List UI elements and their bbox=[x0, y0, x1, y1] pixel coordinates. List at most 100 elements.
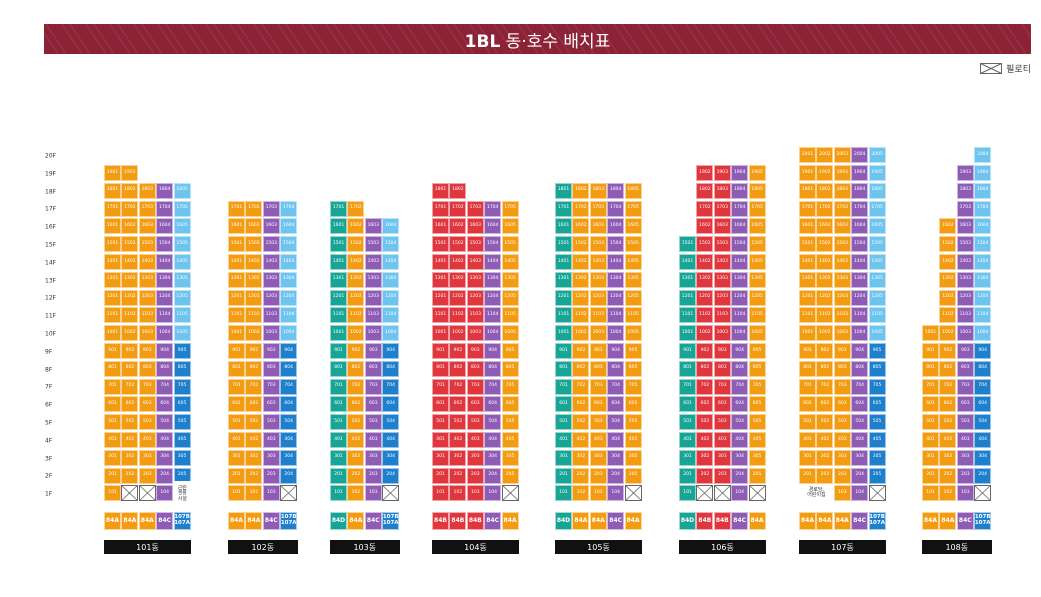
unit-cell: 702 bbox=[939, 378, 957, 395]
unit-cell: 905 bbox=[501, 342, 519, 359]
unit-cell: 202 bbox=[347, 467, 365, 484]
unit-cell: 502 bbox=[121, 414, 139, 431]
unit-cell: 1205 bbox=[501, 289, 519, 306]
legend: 필로티 bbox=[980, 62, 1031, 75]
unit-cell: 704 bbox=[731, 378, 749, 395]
unit-cell: 1503 bbox=[956, 236, 974, 253]
unit-cell: 1705 bbox=[748, 200, 766, 217]
unit-cell: 1002 bbox=[572, 325, 590, 342]
unit-cell: 1901 bbox=[799, 164, 816, 181]
unit-cell: 1001 bbox=[228, 325, 245, 342]
unit-cell: 304 bbox=[851, 449, 869, 466]
unit-cell: 1501 bbox=[228, 236, 245, 253]
unit-cell: 1302 bbox=[347, 271, 365, 288]
unit-cell: 1703 bbox=[466, 200, 484, 217]
unit-cell: 201 bbox=[228, 467, 245, 484]
unit-cell: 604 bbox=[974, 396, 992, 413]
unit-type-label: 84B bbox=[713, 512, 731, 530]
unit-type-label: 107B 107A bbox=[974, 512, 992, 530]
unit-cell: 902 bbox=[696, 342, 714, 359]
unit-cell: 703 bbox=[956, 378, 974, 395]
unit-cell: 304 bbox=[280, 449, 298, 466]
unit-type-label: 84A bbox=[228, 512, 245, 530]
unit-cell: 803 bbox=[956, 360, 974, 377]
unit-type-label: 84C bbox=[262, 512, 280, 530]
unit-cell: 1701 bbox=[799, 200, 816, 217]
unit-cell: 502 bbox=[816, 414, 834, 431]
unit-cell: 501 bbox=[104, 414, 121, 431]
unit-cell: 505 bbox=[173, 414, 191, 431]
unit-type-label: 84C bbox=[851, 512, 869, 530]
unit-cell: 1404 bbox=[607, 253, 625, 270]
unit-cell: 1505 bbox=[748, 236, 766, 253]
unit-cell: 805 bbox=[624, 360, 642, 377]
unit-cell: 203 bbox=[466, 467, 484, 484]
unit-cell: 702 bbox=[121, 378, 139, 395]
unit-cell: 1103 bbox=[713, 307, 731, 324]
unit-cell: 1904 bbox=[974, 164, 992, 181]
piloti-cell bbox=[713, 485, 731, 502]
unit-cell: 1003 bbox=[956, 325, 974, 342]
unit-cell: 1302 bbox=[696, 271, 714, 288]
unit-cell: 505 bbox=[624, 414, 642, 431]
unit-cell: 704 bbox=[156, 378, 174, 395]
unit-cell: 904 bbox=[156, 342, 174, 359]
unit-cell: 101 bbox=[104, 485, 121, 502]
unit-cell: 1105 bbox=[501, 307, 519, 324]
unit-type-label: 84A bbox=[799, 512, 816, 530]
piloti-cell bbox=[696, 485, 714, 502]
unit-cell: 505 bbox=[868, 414, 886, 431]
floor-label: 2F bbox=[45, 472, 53, 480]
unit-cell: 1002 bbox=[121, 325, 139, 342]
unit-cell: 1302 bbox=[121, 271, 139, 288]
unit-type-label: 84B bbox=[466, 512, 484, 530]
unit-cell: 1602 bbox=[449, 218, 467, 235]
unit-cell: 1703 bbox=[589, 200, 607, 217]
unit-cell: 1703 bbox=[833, 200, 851, 217]
unit-cell: 405 bbox=[624, 431, 642, 448]
unit-cell: 801 bbox=[799, 360, 816, 377]
unit-cell: 202 bbox=[939, 467, 957, 484]
unit-cell: 205 bbox=[501, 467, 519, 484]
unit-cell: 1305 bbox=[173, 271, 191, 288]
unit-cell: 1105 bbox=[868, 307, 886, 324]
unit-cell: 1604 bbox=[484, 218, 502, 235]
unit-cell: 1302 bbox=[245, 271, 263, 288]
unit-cell: 1401 bbox=[330, 253, 347, 270]
unit-cell: 603 bbox=[138, 396, 156, 413]
unit-cell: 304 bbox=[382, 449, 400, 466]
unit-cell: 901 bbox=[679, 342, 696, 359]
unit-cell: 301 bbox=[228, 449, 245, 466]
title-banner: 1BL 동·호수 배치표 bbox=[44, 24, 1031, 54]
unit-cell: 1003 bbox=[466, 325, 484, 342]
unit-cell: 1301 bbox=[679, 271, 696, 288]
unit-cell: 602 bbox=[816, 396, 834, 413]
unit-cell: 1402 bbox=[939, 253, 957, 270]
unit-cell: 1003 bbox=[364, 325, 382, 342]
unit-cell: 1401 bbox=[679, 253, 696, 270]
unit-cell: 1601 bbox=[104, 218, 121, 235]
unit-type-label: 84B bbox=[449, 512, 467, 530]
floor-label: 20F bbox=[45, 152, 57, 160]
unit-cell: 601 bbox=[432, 396, 449, 413]
unit-cell: 1205 bbox=[748, 289, 766, 306]
unit-cell: 803 bbox=[262, 360, 280, 377]
unit-cell: 702 bbox=[449, 378, 467, 395]
unit-cell: 204 bbox=[851, 467, 869, 484]
unit-cell: 1602 bbox=[696, 218, 714, 235]
unit-cell: 1402 bbox=[449, 253, 467, 270]
unit-cell: 1102 bbox=[572, 307, 590, 324]
unit-cell: 803 bbox=[713, 360, 731, 377]
unit-cell: 305 bbox=[748, 449, 766, 466]
unit-cell: 601 bbox=[679, 396, 696, 413]
unit-type-label: 84A bbox=[245, 512, 263, 530]
unit-cell: 804 bbox=[156, 360, 174, 377]
unit-cell: 1104 bbox=[731, 307, 749, 324]
unit-cell: 1605 bbox=[624, 218, 642, 235]
unit-type-label: 107B 107A bbox=[173, 512, 191, 530]
unit-cell: 104 bbox=[851, 485, 869, 502]
unit-cell: 1502 bbox=[121, 236, 139, 253]
unit-cell: 1303 bbox=[956, 271, 974, 288]
unit-cell: 1402 bbox=[696, 253, 714, 270]
unit-cell: 1701 bbox=[432, 200, 449, 217]
